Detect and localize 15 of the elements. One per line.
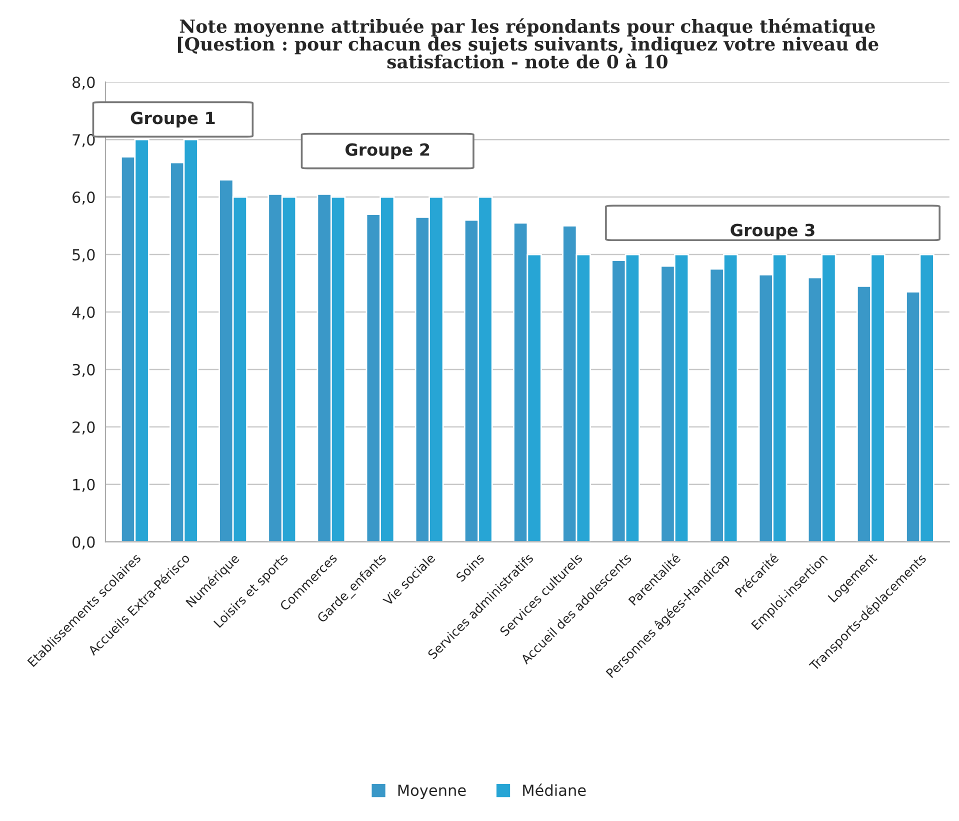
y-tick-label: 1,0 bbox=[73, 478, 95, 492]
y-tick-label: 6,0 bbox=[72, 192, 95, 205]
y-tick-label: 4,0 bbox=[72, 306, 95, 320]
legend-label: Médiane bbox=[523, 784, 586, 796]
y-tick-label: 8,0 bbox=[72, 76, 95, 90]
annotation: Groupe 1 bbox=[130, 112, 215, 128]
y-tick-label: 2,0 bbox=[72, 421, 95, 434]
chart-title: Note moyenne attribuée par les répondants pour chaque thématique [Question : pour chacun des sujets suivants, indiquez votre niveau de satisfaction - note de 0 à 10 bbox=[178, 18, 878, 68]
annotation: Groupe 3 bbox=[730, 224, 814, 240]
annotation: Groupe 2 bbox=[346, 143, 430, 160]
y-tick-label: 0,0 bbox=[72, 536, 95, 550]
y-tick-label: 5,0 bbox=[72, 248, 95, 262]
y-tick-label: 7,0 bbox=[72, 134, 95, 148]
legend-label: Moyenne bbox=[398, 784, 466, 800]
y-tick-label: 3,0 bbox=[72, 364, 95, 378]
